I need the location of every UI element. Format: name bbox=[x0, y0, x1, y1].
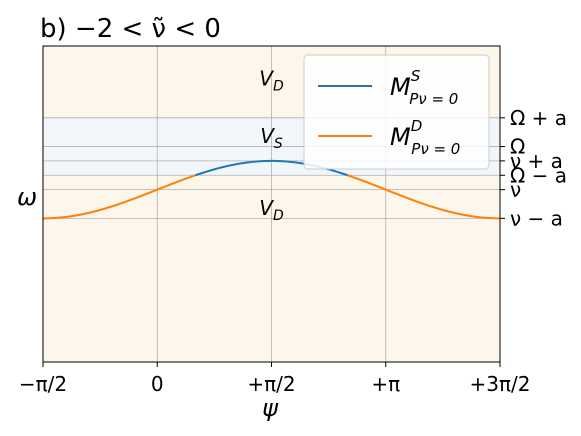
right-tick-label-3: Ω − a bbox=[510, 163, 567, 187]
legend-box bbox=[303, 54, 490, 170]
x-tick-label-0: −π/2 bbox=[19, 372, 67, 396]
tick-labels: −π/2 0 +π/2 +π +3π/2 Ω + a Ων + aΩ − aν ν − a bbox=[19, 106, 567, 396]
legend: MS Pν = 0 MD Pν = 0 bbox=[303, 54, 490, 170]
x-tick-label-1: 0 bbox=[151, 372, 164, 396]
right-tick-label-4: ν bbox=[510, 178, 521, 202]
x-tick-label-2: +π/2 bbox=[247, 372, 295, 396]
right-tick-label-0: Ω + a bbox=[510, 106, 567, 130]
right-tick-label-5: ν − a bbox=[510, 206, 563, 230]
right-tick-label-1: Ω bbox=[510, 135, 525, 159]
series-line-md-0 bbox=[43, 174, 196, 220]
y-axis-label: ω bbox=[17, 183, 37, 211]
x-tick-label-3: +π bbox=[371, 372, 400, 396]
legend-label-0: MS Pν = 0 bbox=[390, 67, 458, 108]
legend-label-1: MD Pν = 0 bbox=[390, 117, 460, 158]
series-line-md-2 bbox=[347, 174, 500, 220]
right-tick-label-2: ν + a bbox=[510, 149, 563, 173]
chart-title: b) −2 < ν̃ < 0 bbox=[40, 14, 221, 44]
x-axis-label: ψ bbox=[262, 394, 279, 422]
x-tick-label-4: +3π/2 bbox=[470, 372, 531, 396]
